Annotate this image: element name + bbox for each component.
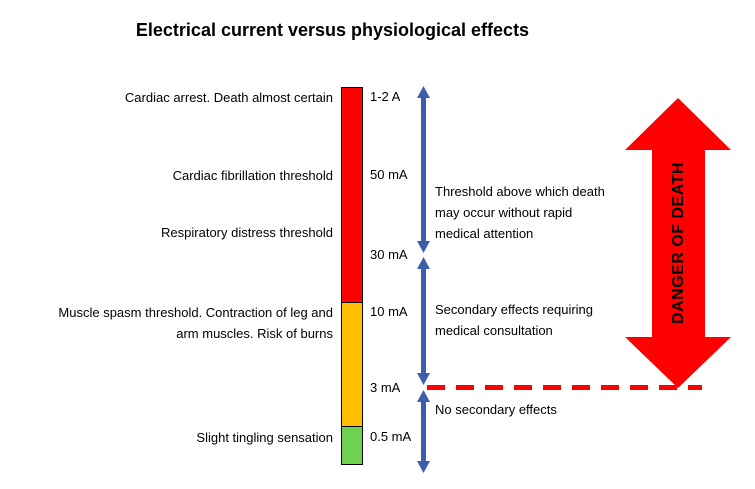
effect-label-fibrillation: Cardiac fibrillation threshold (172, 168, 333, 183)
effect-label-tingling: Slight tingling sensation (196, 430, 333, 445)
scale-bar-safe-segment (341, 426, 363, 465)
annotation-no-secondary-effects: No secondary effects (435, 402, 557, 417)
danger-of-death-label: DANGER OF DEATH (670, 162, 687, 324)
current-label-05ma: 0.5 mA (370, 429, 412, 444)
annotation-secondary-effects: Secondary effects requiring medical cons… (435, 302, 594, 338)
current-label-1-2a: 1-2 A (370, 89, 401, 104)
range-arrow-secondary-icon (417, 257, 430, 385)
danger-of-death-arrow-icon (625, 98, 731, 388)
diagram-title: Electrical current versus physiological … (135, 20, 530, 40)
current-label-50ma: 50 mA (370, 167, 408, 182)
annotation-death-threshold: Threshold above which death may occur wi… (435, 184, 605, 241)
effect-label-muscle-spasm: Muscle spasm threshold. Contraction of l… (58, 305, 333, 341)
current-label-3ma: 3 mA (370, 380, 401, 395)
effect-label-cardiac-arrest: Cardiac arrest. Death almost certain (124, 90, 333, 105)
current-label-10ma: 10 mA (370, 304, 408, 319)
current-label-30ma: 30 mA (370, 247, 408, 262)
range-arrow-death-icon (417, 86, 430, 253)
range-arrow-none-icon (417, 390, 430, 473)
effect-label-respiratory: Respiratory distress threshold (161, 225, 333, 240)
